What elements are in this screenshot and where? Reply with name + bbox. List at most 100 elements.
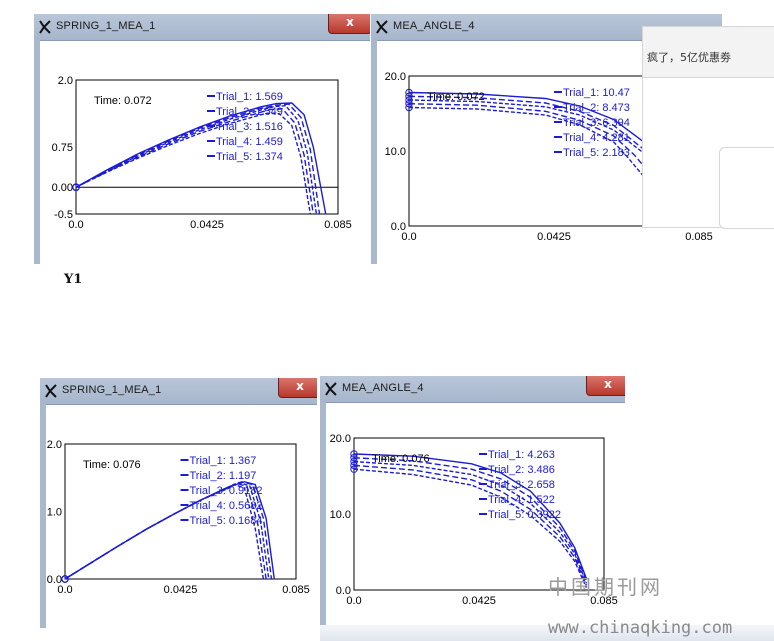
x-tick-label: 0.085 xyxy=(282,584,310,596)
series-line-trial-4 xyxy=(353,464,588,586)
series-start-marker xyxy=(350,454,358,462)
legend-label: Trial_1: 1.569 xyxy=(216,91,283,103)
series-start-marker xyxy=(350,461,358,470)
legend-label: Trial_5: 1.374 xyxy=(216,151,283,163)
series-line-trial-4 xyxy=(408,103,663,197)
window-titlebar[interactable]: SPRING_1_MEA_1 x xyxy=(34,14,370,41)
notice-header: 疯了，5亿优惠劵 xyxy=(643,27,774,78)
y-tick-label: 10.0 xyxy=(385,146,406,158)
watermark-cn: 中国期刊网 xyxy=(548,575,663,599)
y-tick-label: 2.0 xyxy=(58,75,73,87)
window-titlebar[interactable]: MEA_ANGLE_4 x xyxy=(320,376,625,403)
x-tick-label: 0.085 xyxy=(324,219,352,231)
notice-text[interactable]: 疯了，5亿优惠劵 xyxy=(647,51,731,64)
angle-plot-bottom: 20.0 10.0 0.00.0 0.0425 0.085 Time: 0.076 Tria… xyxy=(320,402,618,626)
x-tick-label: 0.0425 xyxy=(164,584,198,596)
series-start-marker xyxy=(405,92,413,100)
window-side-frame xyxy=(40,404,46,628)
window-titlebar[interactable]: SPRING_1_MEA_1 x xyxy=(40,378,317,405)
time-label: Time: 0.072 xyxy=(427,91,485,103)
series-line-trial-5 xyxy=(408,106,656,197)
close-button[interactable]: x xyxy=(586,376,625,396)
legend-label: Trial_2: 8.473 xyxy=(563,102,630,114)
plot-area xyxy=(75,79,339,215)
series-line-trial-3 xyxy=(75,104,318,215)
x-tick-label: 0.0 xyxy=(57,584,72,596)
app-logo-icon xyxy=(376,20,388,34)
legend-label: Trial_5: 2.183 xyxy=(563,147,630,159)
series-line-trial-3 xyxy=(353,460,588,584)
y-tick-label: 20.0 xyxy=(330,433,351,445)
y-tick-label: 10.0 xyxy=(330,509,351,521)
series-start-marker xyxy=(350,465,358,473)
close-button[interactable]: x xyxy=(278,378,317,398)
legend-label: Trial_5: 0.3922 xyxy=(488,509,561,521)
y-tick-label: 1.0 xyxy=(47,507,62,519)
app-logo-icon xyxy=(325,382,337,396)
window-title: SPRING_1_MEA_1 xyxy=(56,20,156,32)
y-tick-label: 2.0 xyxy=(47,439,62,451)
x-tick-label: 0.085 xyxy=(590,595,618,607)
notice-inner-box xyxy=(719,147,774,229)
y-tick-label: 0.0 xyxy=(336,585,351,597)
legend-label: Trial_2: 3.486 xyxy=(488,464,555,476)
legend-label: Trial_1: 1.367 xyxy=(190,455,257,467)
series-line-trial-2 xyxy=(75,103,321,215)
legend-label: Trial_3: 0.9182 xyxy=(190,485,263,497)
series-start-marker xyxy=(72,183,80,191)
spring-plot-bottom: 2.0 1.0 0.00.0 0.0425 0.085 Time: 0.076 Trial_… xyxy=(40,404,310,628)
series-line-trial-5 xyxy=(353,468,588,588)
y-tick-label: -0.5 xyxy=(54,209,73,221)
spring-window-bottom: SPRING_1_MEA_1 x 2.0 1.0 0.0 0.0 0.0425 0.085… xyxy=(40,378,317,628)
watermark-url: www.chinaqking.com xyxy=(548,618,733,638)
legend-label: Trial_2: 1.549 xyxy=(216,106,283,118)
window-side-frame xyxy=(371,40,377,264)
legend-label: Trial_3: 2.658 xyxy=(488,479,555,491)
time-label: Time: 0.076 xyxy=(83,459,141,471)
window-side-frame xyxy=(34,40,40,264)
series-start-marker xyxy=(405,96,413,104)
series-line-trial-5 xyxy=(64,483,265,580)
series-start-marker xyxy=(350,457,358,466)
legend-label: Trial_3: 1.516 xyxy=(216,121,283,133)
x-tick-label: 0.0425 xyxy=(462,595,496,607)
x-tick-label: 0.0425 xyxy=(190,219,224,231)
y-tick-label: 0.00 xyxy=(52,182,73,194)
window-title: MEA_ANGLE_4 xyxy=(342,382,424,394)
series-start-marker xyxy=(405,100,413,108)
y-tick-label: 20.0 xyxy=(385,71,406,83)
x-tick-label: 0.0425 xyxy=(537,231,571,243)
time-label: Time: 0.072 xyxy=(94,95,152,107)
close-button[interactable]: x xyxy=(328,14,370,34)
angle-window-bottom: MEA_ANGLE_4 x 20.0 10.0 0.0 0.0 0.0425 0.085 T… xyxy=(320,376,625,626)
series-start-marker xyxy=(350,450,358,458)
window-bottom-strip xyxy=(320,625,774,641)
legend-label: Trial_4: 0.5682 xyxy=(190,500,263,512)
series-start-marker xyxy=(405,103,413,112)
x-tick-label: 0.0 xyxy=(346,595,361,607)
series-line-trial-1 xyxy=(75,102,327,215)
legend-label: Trial_5: 0.1684 xyxy=(190,515,263,527)
legend-label: Trial_2: 1.197 xyxy=(190,470,257,482)
legend-label: Trial_1: 4.263 xyxy=(488,449,555,461)
time-label: Time: 0.076 xyxy=(372,453,430,465)
legend-label: Trial_3: 6.394 xyxy=(563,117,630,129)
legend-label: Trial_1: 10.47 xyxy=(563,87,630,99)
series-start-marker xyxy=(405,88,413,97)
spring-window-top: SPRING_1_MEA_1 x 2.0 0.75 0.00 -0.5 0.0 0.042… xyxy=(34,14,370,264)
series-line-trial-4 xyxy=(75,108,314,215)
y-tick-label: 0.0 xyxy=(391,221,406,233)
side-notice-panel[interactable]: 疯了，5亿优惠劵 xyxy=(642,26,774,229)
x-tick-label: 0.0 xyxy=(401,231,416,243)
app-logo-icon xyxy=(39,20,51,34)
figure-caption: Y1 xyxy=(64,272,83,287)
series-line-trial-5 xyxy=(75,112,311,215)
series-line-trial-1 xyxy=(353,453,588,579)
spring-plot-top: 2.0 0.75 0.00 -0.50.0 0.0425 0.085 Time: 0.072… xyxy=(34,40,352,264)
window-side-frame xyxy=(320,402,326,626)
y-tick-label: 0.0 xyxy=(47,574,62,586)
series-line-trial-2 xyxy=(353,457,588,582)
x-tick-label: 0.085 xyxy=(685,231,713,243)
legend-label: Trial_4: 1.459 xyxy=(216,136,283,148)
window-title: SPRING_1_MEA_1 xyxy=(62,384,162,396)
